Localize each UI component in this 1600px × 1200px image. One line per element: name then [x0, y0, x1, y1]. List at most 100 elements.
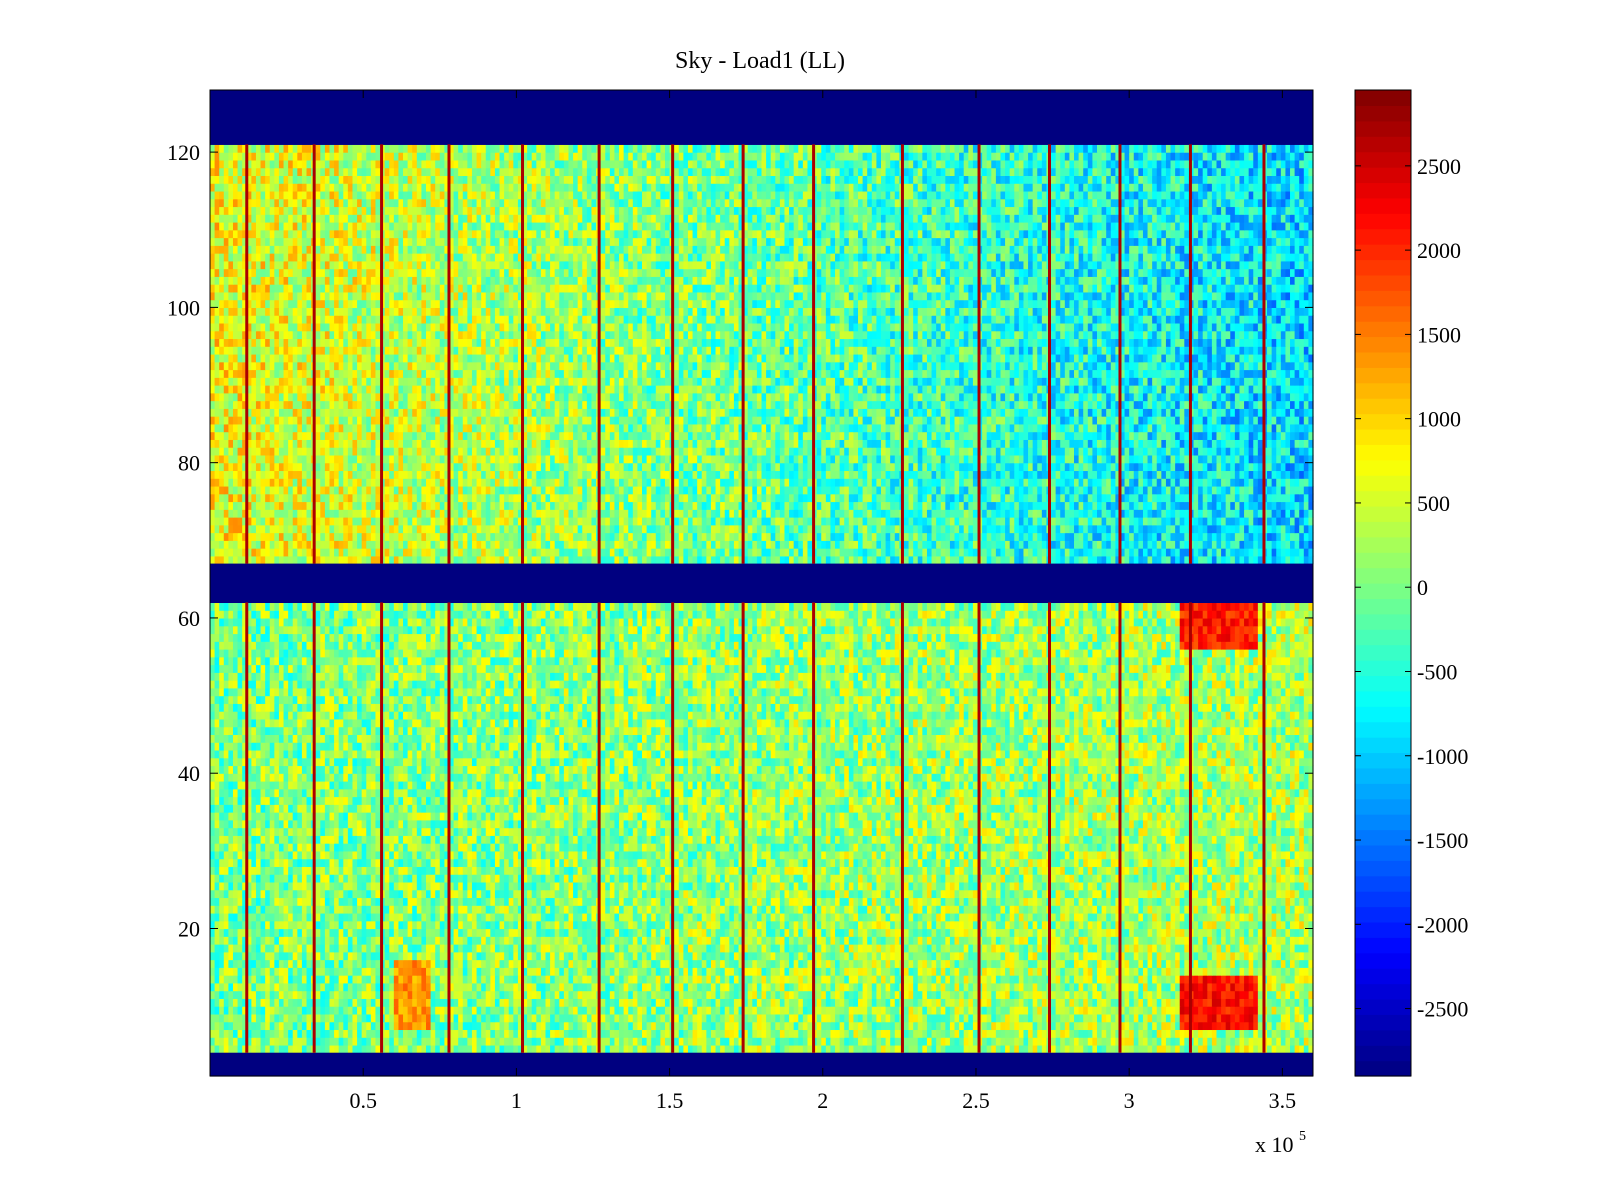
heatmap-cell [471, 920, 478, 930]
heatmap-cell [798, 1013, 804, 1023]
heatmap-cell [421, 897, 427, 906]
heatmap-cell [867, 928, 873, 937]
heatmap-cell [1234, 912, 1241, 922]
heatmap-cell [940, 905, 946, 914]
heatmap-cell [458, 928, 464, 937]
heatmap-cell [1207, 944, 1213, 953]
heatmap-cell [412, 1006, 418, 1015]
heatmap-cell [1101, 912, 1107, 922]
heatmap-cell [251, 951, 257, 961]
heatmap-cell [619, 889, 625, 899]
heatmap-cell [1161, 920, 1167, 930]
heatmap-cell [720, 912, 726, 922]
heatmap-cell [430, 1021, 436, 1031]
heatmap-cell [508, 944, 514, 953]
heatmap-cell [412, 1021, 418, 1031]
heatmap-cell [766, 1044, 772, 1054]
heatmap-cell [255, 1021, 262, 1031]
heatmap-cell [991, 920, 997, 930]
heatmap-cell [462, 998, 468, 1007]
heatmap-cell [1060, 944, 1066, 953]
heatmap-cell [917, 1021, 923, 1031]
heatmap-cell [453, 951, 459, 961]
heatmap-cell [228, 998, 234, 1007]
heatmap-cell [651, 897, 657, 906]
heatmap-cell [1285, 920, 1291, 930]
heatmap-cell [894, 889, 900, 899]
heatmap-cell [683, 944, 689, 953]
heatmap-cell [288, 944, 294, 953]
heatmap-cell [591, 967, 597, 976]
heatmap-cell [922, 982, 928, 992]
heatmap-cell [1244, 967, 1250, 976]
heatmap-cell [692, 1037, 698, 1046]
heatmap-cell [715, 897, 721, 906]
heatmap-cell [398, 897, 404, 906]
heatmap-cell [228, 967, 234, 976]
heatmap-cell [439, 905, 445, 914]
heatmap-cell [320, 1044, 326, 1054]
heatmap-cell [283, 1037, 289, 1046]
heatmap-cell [775, 936, 781, 945]
heatmap-cell [609, 944, 616, 953]
heatmap-cell [522, 905, 528, 914]
heatmap-cell [389, 928, 395, 937]
heatmap-cell [306, 967, 312, 976]
heatmap-cell [922, 967, 928, 976]
heatmap-cell [334, 967, 340, 976]
heatmap-cell [357, 1013, 363, 1023]
heatmap-cell [568, 897, 574, 906]
heatmap-cell [467, 936, 473, 945]
heatmap-cell [242, 897, 248, 906]
heatmap-cell [1294, 998, 1300, 1007]
heatmap-cell [922, 1013, 928, 1023]
heatmap-cell [655, 959, 661, 968]
heatmap-cell [1133, 920, 1139, 930]
heatmap-cell [1221, 920, 1227, 930]
heatmap-cell [1271, 936, 1277, 945]
heatmap-cell [255, 944, 262, 953]
heatmap-cell [490, 975, 496, 984]
heatmap-cell [789, 897, 795, 906]
heatmap-cell [504, 1021, 510, 1031]
heatmap-cell [715, 1029, 721, 1038]
heatmap-cell [738, 1021, 744, 1031]
heatmap-cell [260, 1029, 266, 1038]
heatmap-cell [1018, 912, 1025, 922]
heatmap-cell [1257, 1044, 1264, 1054]
heatmap-cell [1051, 912, 1057, 922]
heatmap-cell [756, 1044, 763, 1054]
heatmap-cell [288, 998, 294, 1007]
heatmap-cell [885, 990, 891, 999]
heatmap-cell [494, 889, 501, 899]
heatmap-cell [844, 967, 850, 976]
heatmap-cell [334, 1029, 340, 1038]
heatmap-cell [232, 982, 239, 992]
heatmap-cell [1051, 1029, 1057, 1038]
heatmap-cell [632, 1029, 639, 1038]
heatmap-cell [324, 889, 331, 899]
heatmap-cell [660, 990, 666, 999]
heatmap-cell [320, 990, 326, 999]
heatmap-cell [421, 905, 427, 914]
heatmap-cell [770, 951, 776, 961]
heatmap-cell [710, 959, 717, 968]
heatmap-cell [1009, 959, 1015, 968]
heatmap-cell [1101, 967, 1107, 976]
heatmap-cell [793, 975, 799, 984]
heatmap-cell [724, 1013, 730, 1023]
heatmap-cell [954, 967, 960, 976]
heatmap-cell [577, 951, 583, 961]
heatmap-cell [1179, 951, 1185, 961]
heatmap-cell [573, 959, 579, 968]
heatmap-cell [798, 1021, 804, 1031]
heatmap-cell [963, 936, 969, 945]
heatmap-cell [1207, 905, 1213, 914]
heatmap-cell [825, 982, 832, 992]
heatmap-cell [1142, 967, 1149, 976]
heatmap-cell [338, 1037, 344, 1046]
heatmap-cell [1138, 1044, 1144, 1054]
heatmap-cell [917, 990, 923, 999]
heatmap-cell [1106, 912, 1112, 922]
heatmap-cell [416, 928, 423, 937]
